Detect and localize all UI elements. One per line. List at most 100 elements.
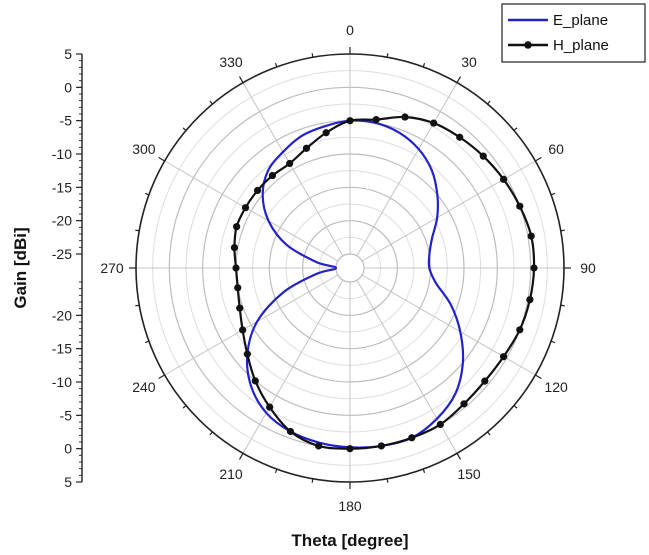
data-point: [286, 159, 294, 168]
angle-tick-mark: [386, 53, 389, 58]
grid-spoke: [164, 274, 339, 376]
angle-tick-label: 0: [346, 22, 354, 38]
angle-tick-mark: [158, 156, 165, 162]
legend-marker: [524, 41, 532, 49]
angle-tick-mark: [535, 156, 542, 162]
data-point: [530, 264, 538, 272]
angle-tick-mark: [238, 76, 244, 83]
data-point: [286, 427, 295, 436]
angle-tick-label: 240: [132, 379, 156, 395]
radial-tick-label: -15: [52, 341, 72, 357]
angle-tick-mark: [135, 304, 140, 307]
radial-tick-label: 0: [64, 79, 72, 95]
angle-tick-mark: [487, 431, 491, 436]
angle-tick-label: 330: [219, 54, 243, 70]
data-point: [527, 232, 535, 240]
data-point: [239, 326, 247, 334]
grid-spoke: [361, 160, 536, 262]
angle-tick-mark: [550, 340, 556, 344]
data-point: [230, 244, 239, 252]
legend-label: E_plane: [553, 12, 608, 29]
data-point: [526, 296, 534, 304]
grid-circle: [335, 253, 365, 283]
angle-tick-mark: [182, 127, 187, 131]
data-point: [233, 223, 241, 231]
angle-tick-label: 150: [457, 466, 481, 482]
series-line-h-plane: [233, 115, 536, 450]
radial-tick-label: -20: [52, 213, 72, 229]
y-axis-title: Gain [dBi]: [11, 227, 30, 308]
data-point: [377, 442, 385, 450]
data-point: [268, 171, 277, 180]
angle-tick-label: 90: [580, 260, 596, 276]
data-point: [516, 326, 524, 334]
radial-tick-label: -10: [52, 146, 72, 162]
radial-tick-label: -5: [60, 113, 73, 129]
angle-tick-mark: [144, 340, 150, 344]
data-point: [346, 117, 354, 125]
angle-tick-labels: 0 30 60 90 120 150 180 210 240 270 300 330: [100, 22, 596, 514]
angle-tick-mark: [422, 62, 426, 68]
angle-tick-mark: [513, 127, 518, 131]
data-point: [236, 304, 244, 312]
data-point: [241, 204, 250, 212]
x-axis-title: Theta [degree]: [291, 531, 408, 550]
angle-tick-mark: [311, 53, 314, 58]
angle-tick-mark: [386, 478, 389, 483]
data-point: [322, 129, 330, 137]
grid-spoke: [242, 279, 344, 454]
angle-tick-label: 300: [132, 141, 156, 157]
data-point: [516, 202, 524, 210]
data-point: [460, 400, 468, 408]
polar-grid: [129, 47, 571, 489]
angle-tick-mark: [513, 405, 518, 409]
data-point: [456, 133, 464, 141]
data-point: [499, 353, 508, 361]
angle-tick-mark: [456, 453, 462, 460]
radial-tick-label: -15: [52, 179, 72, 195]
angle-tick-mark: [238, 453, 244, 460]
angle-tick-label: 210: [219, 466, 243, 482]
data-point: [436, 420, 444, 429]
grid-spoke: [356, 82, 458, 257]
legend-label: H_plane: [553, 37, 609, 54]
data-point: [430, 119, 438, 127]
data-point: [315, 442, 323, 450]
grid-spoke: [164, 160, 339, 262]
radial-axis: 5 0 -5 -10 -15 -20 -25 -20 -15 -10 -5 0 5: [52, 46, 83, 490]
data-point: [302, 144, 311, 152]
data-point: [346, 445, 354, 453]
data-point: [266, 403, 274, 411]
angle-tick-mark: [535, 374, 542, 380]
data-point: [499, 175, 508, 183]
data-point: [253, 186, 262, 195]
angle-tick-label: 120: [544, 379, 568, 395]
legend: E_plane H_plane: [501, 3, 646, 63]
angle-tick-mark: [560, 304, 565, 307]
angle-tick-mark: [311, 478, 314, 483]
series-layer: [230, 113, 538, 453]
data-point: [232, 264, 240, 272]
angle-tick-label: 30: [461, 54, 477, 70]
radial-tick-label: -25: [52, 246, 72, 262]
angle-tick-mark: [209, 431, 213, 436]
data-point: [479, 152, 487, 160]
radial-tick-label: -5: [60, 407, 73, 423]
data-point: [401, 113, 409, 121]
grid-spoke: [361, 274, 536, 376]
radial-tick-label: 0: [64, 441, 72, 457]
radial-tick-label: -10: [52, 374, 72, 390]
grid-spoke: [242, 82, 344, 257]
radial-tick-label: 5: [64, 474, 72, 490]
data-point: [243, 350, 251, 358]
data-point: [251, 377, 259, 385]
radial-tick-label: 5: [64, 46, 72, 62]
angle-tick-label: 60: [548, 141, 564, 157]
legend-box: [501, 3, 646, 63]
angle-tick-mark: [422, 468, 426, 474]
angle-tick-mark: [456, 76, 462, 83]
data-point: [372, 116, 380, 124]
angle-tick-mark: [182, 405, 187, 409]
angle-tick-mark: [144, 192, 150, 196]
